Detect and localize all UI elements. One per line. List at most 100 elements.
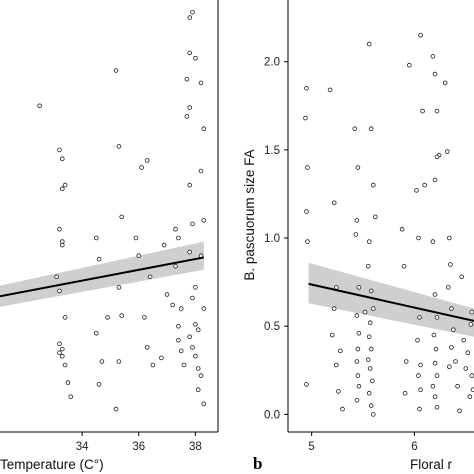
- panel-a-point: [187, 334, 193, 340]
- panel-b-point: [417, 315, 422, 320]
- panel-a-point: [198, 168, 204, 174]
- panel-b-point: [469, 373, 474, 378]
- panel-b-y-axis-label: B. pascuorum size FA: [242, 149, 257, 280]
- panel-b-x-axis-label: Floral r: [410, 457, 453, 472]
- panel-b-point: [352, 126, 358, 131]
- panel-b-point: [353, 232, 359, 237]
- panel-b-point: [365, 357, 371, 363]
- panel-b-point: [356, 383, 362, 389]
- panel-a-point: [159, 355, 164, 361]
- panel-b-point: [416, 235, 421, 241]
- panel-a-point: [190, 345, 195, 350]
- panel-b-point: [370, 306, 376, 311]
- panel-a-point: [62, 315, 68, 320]
- panel-a-point: [193, 285, 198, 290]
- panel-b-point: [369, 378, 375, 384]
- panel-b-point: [432, 71, 438, 77]
- panel-a-point: [201, 126, 207, 131]
- panel-a-point: [176, 235, 181, 241]
- panel-a-point: [187, 105, 193, 110]
- panel-b-point: [329, 332, 335, 338]
- panel-a-point: [193, 55, 198, 61]
- panel-b-point: [433, 346, 439, 352]
- panel-b-point: [449, 306, 454, 311]
- panel-b-point: [418, 362, 423, 368]
- panel-a-point: [198, 373, 204, 378]
- panel-b-point: [417, 406, 422, 412]
- panel-b-point: [304, 85, 309, 91]
- panel-a-point: [201, 306, 207, 311]
- panel-a-x-tick-label: 38: [189, 441, 202, 453]
- panel-a-point: [187, 50, 193, 56]
- panel-b-point: [355, 165, 361, 170]
- panel-b-points: [303, 32, 474, 417]
- panel-a-point: [68, 394, 74, 400]
- panel-b-point: [399, 226, 405, 232]
- panel-b-fit-line: [308, 282, 474, 322]
- panel-a-point: [113, 406, 119, 412]
- panel-a-point: [136, 253, 142, 259]
- panel-b-y-tick-label: 2.0: [264, 57, 280, 69]
- panel-b-point: [414, 188, 419, 193]
- panel-b-point: [303, 115, 308, 121]
- panel-b-point: [355, 346, 361, 352]
- panel-b-point: [453, 359, 458, 364]
- panel-a-point: [105, 315, 110, 320]
- panel-a-point: [193, 322, 198, 327]
- panel-a-point: [119, 214, 124, 220]
- panel-a-point: [201, 218, 207, 223]
- panel-a-point: [184, 114, 190, 119]
- panel-b-y-tick-label: 0.5: [264, 321, 280, 333]
- panel-b-point: [418, 387, 423, 393]
- panel-b-point: [368, 346, 374, 352]
- panel-b-letter: b: [253, 454, 262, 473]
- panel-b-point: [370, 182, 376, 188]
- panel-a-point: [62, 362, 68, 368]
- panel-b-x-tick-label: 5: [308, 441, 314, 453]
- panel-a-point: [59, 353, 65, 359]
- panel-b-point: [448, 262, 453, 267]
- panel-b-point: [455, 383, 460, 389]
- panel-b-point: [449, 345, 454, 350]
- panel-b-point: [434, 154, 440, 160]
- panel-b-point: [422, 182, 428, 188]
- panel-b-point: [356, 330, 362, 336]
- panel-a-point: [144, 158, 150, 163]
- panel-a-point: [113, 68, 119, 73]
- panel-b-point: [370, 412, 376, 417]
- panel-b-point: [402, 390, 408, 396]
- panel-a-point: [96, 382, 102, 387]
- panel-a-point: [187, 182, 193, 188]
- panel-a-point: [178, 348, 184, 354]
- panel-b-point: [434, 108, 440, 114]
- panel-b-point: [432, 394, 438, 400]
- panel-a-point: [187, 249, 193, 255]
- panel-b-point: [304, 382, 309, 387]
- panel-b-point: [434, 373, 440, 378]
- panel-a-point: [164, 292, 170, 297]
- panel-a-fit-line: [0, 256, 205, 298]
- panel-b-point: [430, 239, 436, 244]
- panel-b-point: [465, 350, 471, 356]
- panel-a-point: [57, 350, 62, 356]
- panel-b-y-ticks: 0.0 0.5 1.0 1.5 2.0: [264, 57, 288, 421]
- panel-a-x-ticks: 34 36 38: [76, 432, 202, 453]
- panel-b-point: [366, 239, 372, 244]
- panel-b-point: [366, 334, 372, 340]
- panel-a-point: [54, 274, 59, 280]
- panel-a-point: [195, 327, 201, 333]
- panel-b-point: [365, 263, 371, 269]
- panel-b-point: [415, 337, 420, 343]
- panel-a-point: [173, 263, 178, 269]
- panel-a-point: [57, 147, 62, 153]
- panel-b-y-tick-label: 0.0: [264, 409, 280, 421]
- panel-b-point: [432, 292, 438, 297]
- panel-a-point: [195, 387, 201, 393]
- panel-b-point: [354, 313, 360, 318]
- panel-a-point: [142, 315, 147, 320]
- panel-b-point: [354, 359, 360, 364]
- panel-b-point: [446, 235, 452, 241]
- panel-b-point: [354, 397, 360, 403]
- panel-a-point: [190, 10, 195, 15]
